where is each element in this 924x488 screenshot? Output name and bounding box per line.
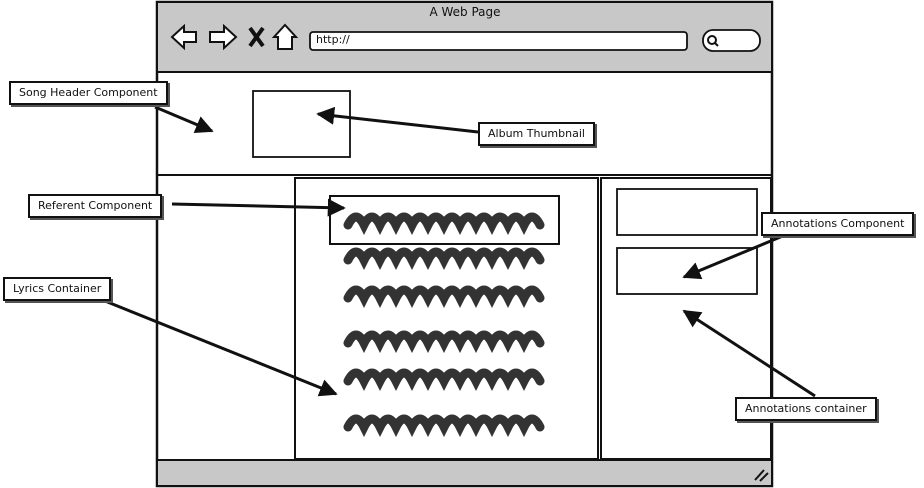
- callout-lyrics-container: Lyrics Container: [3, 277, 112, 301]
- status-bar: [158, 461, 771, 485]
- search-icon: [707, 35, 719, 47]
- lyric-scribble-line: [343, 247, 545, 271]
- callout-referent-component: Referent Component: [28, 194, 163, 218]
- arrow-lyrics-container: [94, 295, 338, 397]
- search-field[interactable]: [702, 29, 761, 52]
- callout-annotations-component: Annotations Component: [761, 212, 915, 236]
- lyrics-scribbles: [343, 212, 545, 438]
- address-bar[interactable]: [309, 31, 688, 51]
- lyric-scribble-line: [343, 330, 545, 354]
- callout-album-thumbnail: Album Thumbnail: [478, 122, 595, 146]
- arrow-annotations-component: [682, 231, 791, 280]
- arrow-album-thumbnail: [316, 106, 479, 134]
- lyric-scribble-line: [343, 212, 545, 236]
- album-thumbnail-box: [252, 90, 351, 158]
- resize-grip-icon[interactable]: [754, 469, 769, 482]
- annotation-card-1: [616, 188, 758, 236]
- window-title: A Web Page: [429, 5, 501, 19]
- home-icon[interactable]: [271, 23, 299, 50]
- lyric-scribble-line: [343, 285, 545, 309]
- lyric-scribble-line: [343, 368, 545, 392]
- back-arrow-icon[interactable]: [170, 23, 197, 51]
- arrow-referent: [171, 198, 346, 217]
- lyric-scribble-line: [343, 414, 545, 438]
- close-x-icon[interactable]: [248, 26, 265, 48]
- arrow-song-header: [154, 105, 214, 134]
- callout-song-header: Song Header Component: [9, 81, 168, 105]
- forward-arrow-icon[interactable]: [209, 23, 238, 51]
- callout-annotations-container: Annotations container: [735, 397, 877, 421]
- address-bar-url[interactable]: http://: [316, 33, 350, 46]
- arrow-annotations-container: [682, 309, 816, 398]
